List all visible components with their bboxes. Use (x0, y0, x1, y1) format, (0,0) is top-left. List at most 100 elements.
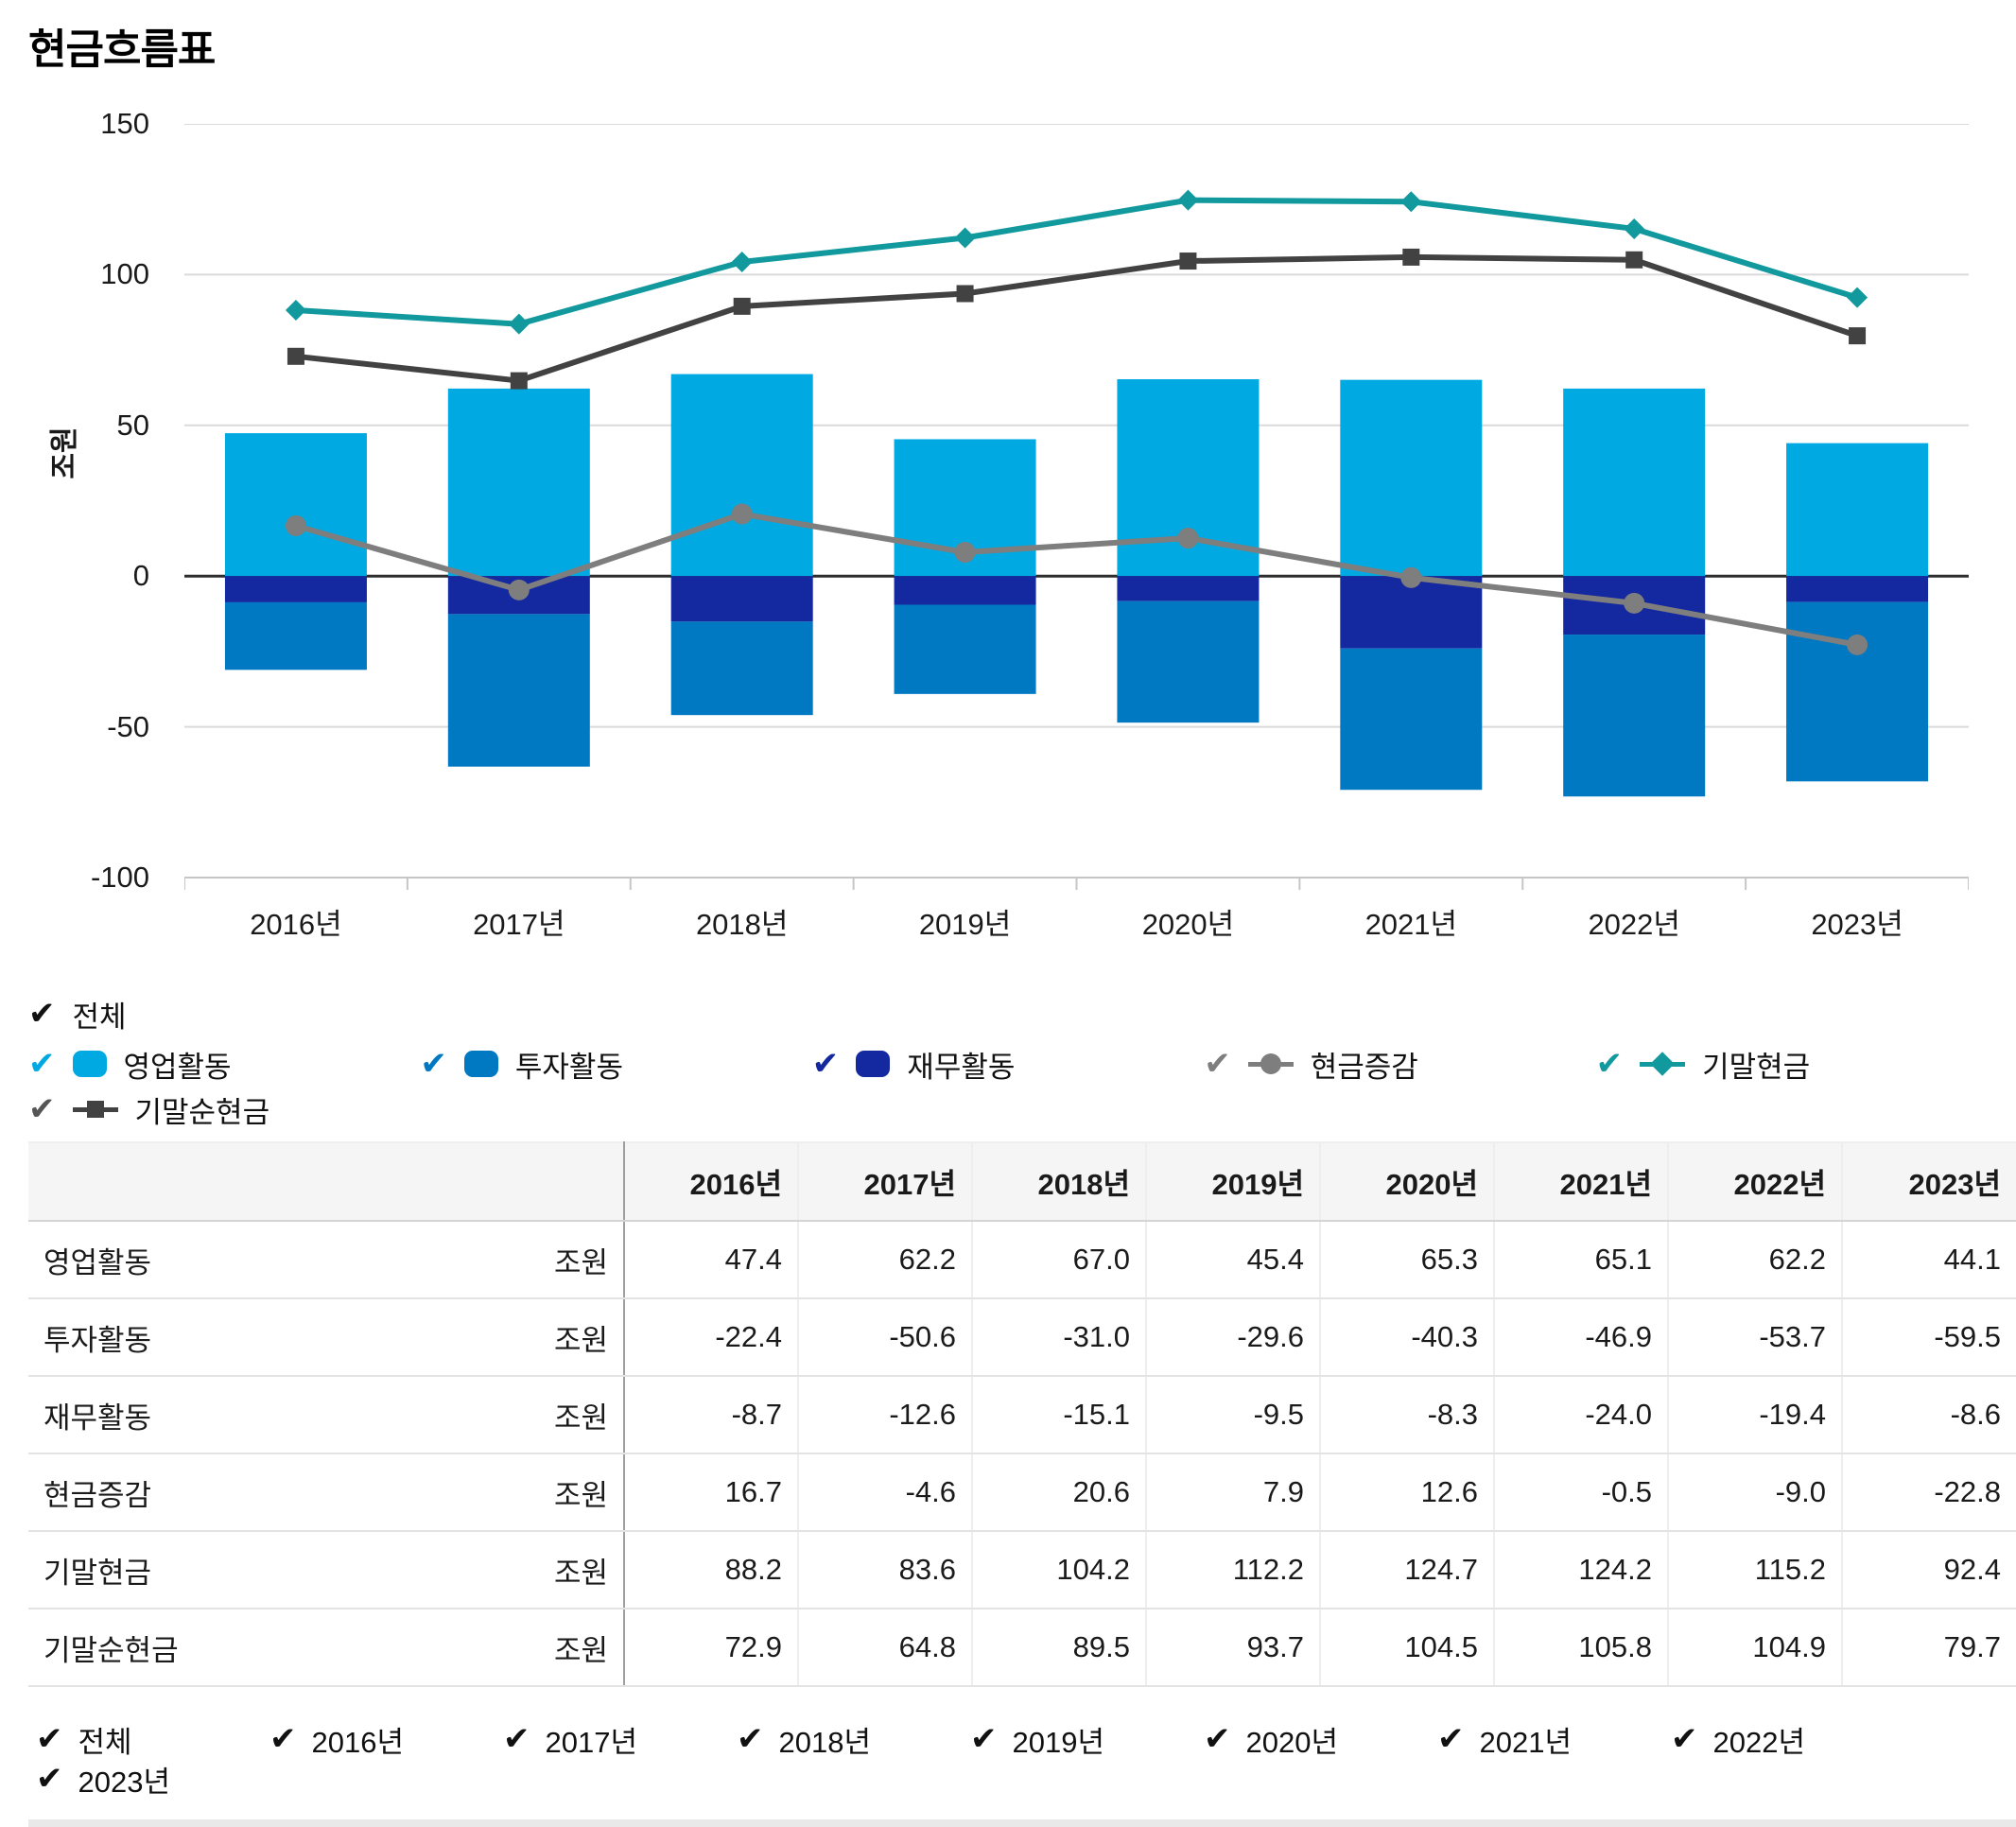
bar-segment[interactable] (224, 601, 367, 670)
data-point-marker[interactable] (731, 503, 753, 525)
bar-segment[interactable] (1340, 576, 1483, 649)
filter-item-2[interactable]: ✔ 2017년 (503, 1719, 737, 1759)
data-point-marker[interactable] (1847, 287, 1868, 308)
table-value-cell: 88.2 (624, 1531, 799, 1610)
bar-segment[interactable] (447, 388, 590, 577)
filter-item-8[interactable]: ✔ 2023년 (36, 1759, 269, 1799)
filter-item-5[interactable]: ✔ 2020년 (1204, 1719, 1437, 1759)
data-point-marker[interactable] (731, 252, 753, 273)
bar-segment[interactable] (1117, 600, 1260, 723)
table-value-cell: 20.6 (972, 1453, 1147, 1532)
data-point-marker[interactable] (1400, 191, 1422, 213)
table-value-cell: 62.2 (798, 1221, 973, 1299)
data-point-marker[interactable] (954, 542, 976, 564)
bar-segment[interactable] (1563, 635, 1706, 797)
bar-segment[interactable] (1340, 648, 1483, 791)
x-tick-label: 2021년 (1364, 908, 1458, 941)
filter-item-3[interactable]: ✔ 2018년 (737, 1719, 970, 1759)
table-value-cell: -22.4 (624, 1298, 799, 1377)
filter-item-label: 2022년 (1712, 1725, 1805, 1759)
bar-segment[interactable] (1786, 601, 1929, 782)
y-tick-label: 0 (132, 559, 149, 593)
table-value-cell: 65.1 (1494, 1221, 1669, 1299)
page-title: 현금흐름표 (28, 26, 216, 73)
data-point-marker[interactable] (1624, 592, 1645, 614)
legend-item-label: 투자활동 (514, 1050, 623, 1084)
data-point-marker[interactable] (1624, 218, 1645, 239)
bar-segment[interactable] (1563, 388, 1706, 577)
table-value-cell: 112.2 (1146, 1531, 1321, 1610)
data-point-marker[interactable] (1177, 189, 1199, 211)
legend-item-series-0[interactable]: ✔ 영업활동 (28, 1043, 420, 1086)
check-icon: ✔ (1204, 1046, 1231, 1082)
table-row: 기말순현금 조원 72.9 64.8 89.5 93.7 104.5 105.8 104.9 79… (28, 1609, 2016, 1687)
data-point-marker[interactable] (1400, 566, 1422, 588)
data-point-marker[interactable] (956, 285, 974, 303)
data-point-marker[interactable] (1849, 327, 1867, 345)
series-line (295, 511, 1858, 648)
data-point-marker[interactable] (1402, 248, 1420, 266)
data-point-marker[interactable] (1625, 251, 1643, 269)
table-value-cell: -9.0 (1668, 1453, 1843, 1532)
legend-item-series-4[interactable]: ✔ 기말현금 (1596, 1043, 1988, 1086)
data-point-marker[interactable] (733, 297, 751, 315)
bar-segment[interactable] (894, 576, 1036, 605)
table-value-cell: -9.5 (1146, 1376, 1321, 1454)
filter-item-4[interactable]: ✔ 2019년 (970, 1719, 1204, 1759)
series-line (295, 197, 1858, 327)
marker-shape (1260, 1053, 1281, 1074)
data-point-marker[interactable] (285, 514, 306, 536)
bar-segment[interactable] (224, 433, 367, 577)
row-label: 기말현금 (28, 1531, 421, 1610)
table-value-cell: -29.6 (1146, 1298, 1321, 1377)
legend-item-series-3[interactable]: ✔ 현금증감 (1204, 1043, 1595, 1086)
table-value-cell: -59.5 (1842, 1298, 2016, 1377)
table-value-cell: 12.6 (1320, 1453, 1495, 1532)
legend-item-series-1[interactable]: ✔ 투자활동 (420, 1043, 811, 1086)
bar-segment[interactable] (1786, 576, 1929, 602)
table-value-cell: 7.9 (1146, 1453, 1321, 1532)
bar-swatch-icon (72, 1051, 107, 1077)
bar-segment[interactable] (670, 374, 813, 577)
bar-segment[interactable] (894, 604, 1036, 694)
table-header-cell: 2022년 (1668, 1141, 1843, 1222)
data-point-marker[interactable] (510, 372, 528, 390)
check-icon: ✔ (28, 1046, 56, 1082)
bar-segment[interactable] (1340, 379, 1483, 577)
marker-shape (86, 1101, 104, 1118)
data-point-marker[interactable] (285, 300, 306, 322)
data-point-marker[interactable] (508, 579, 530, 600)
bar-segment[interactable] (224, 576, 367, 602)
table-value-cell: 124.2 (1494, 1531, 1669, 1610)
legend-item-series-2[interactable]: ✔ 재무활동 (812, 1043, 1204, 1086)
table-value-cell: -40.3 (1320, 1298, 1495, 1377)
data-point-marker[interactable] (508, 313, 530, 335)
data-point-marker[interactable] (1179, 252, 1197, 270)
bar-segment[interactable] (1786, 443, 1929, 577)
table-value-cell: 67.0 (972, 1221, 1147, 1299)
data-point-marker[interactable] (954, 227, 976, 249)
filter-item-0[interactable]: ✔ 전체 (36, 1719, 269, 1759)
line-diamond-marker-icon (1640, 1050, 1686, 1078)
table-value-cell: -8.7 (624, 1376, 799, 1454)
filter-item-label: 2020년 (1245, 1725, 1338, 1759)
data-point-marker[interactable] (287, 347, 304, 365)
bar-segment[interactable] (447, 614, 590, 767)
filter-item-7[interactable]: ✔ 2022년 (1671, 1719, 1904, 1759)
bar-segment[interactable] (670, 621, 813, 716)
bar-segment[interactable] (670, 576, 813, 622)
filter-item-1[interactable]: ✔ 2016년 (269, 1719, 503, 1759)
data-point-marker[interactable] (1177, 528, 1199, 549)
table-row: 영업활동 조원 47.4 62.2 67.0 45.4 65.3 65.1 62.2 44.1 (28, 1221, 2016, 1299)
check-icon: ✔ (28, 996, 56, 1032)
table-value-cell: -15.1 (972, 1376, 1147, 1454)
table-row: 투자활동 조원 -22.4 -50.6 -31.0 -29.6 -40.3 -46.9 -53.… (28, 1298, 2016, 1377)
bar-segment[interactable] (1117, 576, 1260, 601)
filter-item-6[interactable]: ✔ 2021년 (1437, 1719, 1671, 1759)
y-tick-label: 50 (116, 408, 149, 442)
legend-item-all[interactable]: ✔ 전체 (28, 993, 127, 1035)
data-point-marker[interactable] (1847, 634, 1868, 655)
table-value-cell: 93.7 (1146, 1609, 1321, 1687)
legend-item-last-0[interactable]: ✔ 기말순현금 (28, 1088, 269, 1131)
table-value-cell: 64.8 (798, 1609, 973, 1687)
